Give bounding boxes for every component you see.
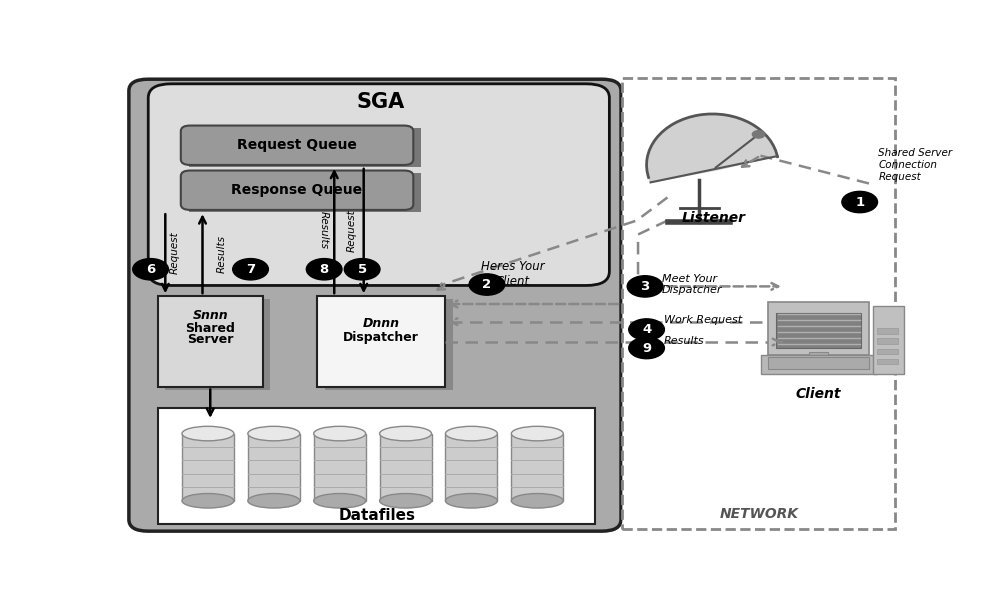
Ellipse shape (445, 494, 497, 508)
Bar (877, 349, 898, 354)
Text: Work Request: Work Request (664, 315, 742, 325)
Ellipse shape (182, 426, 234, 441)
FancyBboxPatch shape (181, 126, 413, 165)
Bar (877, 328, 898, 334)
Circle shape (344, 259, 380, 280)
Text: 9: 9 (642, 341, 651, 355)
Bar (768, 358, 869, 369)
Text: Server: Server (187, 333, 233, 346)
Bar (317, 296, 445, 386)
Ellipse shape (380, 494, 432, 508)
Text: Shared Server
Connection
Request: Shared Server Connection Request (878, 148, 952, 182)
Bar (325, 299, 453, 389)
Circle shape (752, 131, 765, 138)
Ellipse shape (248, 494, 300, 508)
Bar (165, 299, 270, 389)
Circle shape (629, 319, 664, 340)
Bar (380, 433, 432, 501)
Text: Results: Results (318, 211, 328, 249)
Text: 4: 4 (642, 323, 651, 336)
Bar (158, 408, 595, 524)
Bar (182, 433, 234, 501)
Text: 2: 2 (482, 278, 491, 291)
Circle shape (133, 259, 168, 280)
Bar (776, 313, 861, 348)
FancyBboxPatch shape (181, 170, 413, 210)
Ellipse shape (511, 494, 563, 508)
Ellipse shape (182, 494, 234, 508)
FancyBboxPatch shape (129, 79, 621, 531)
Bar (761, 355, 877, 373)
Text: NETWORK: NETWORK (719, 506, 798, 521)
Bar (873, 306, 904, 373)
Text: Client: Client (796, 388, 841, 402)
Circle shape (627, 276, 663, 297)
FancyBboxPatch shape (148, 84, 609, 285)
Text: Shared: Shared (185, 321, 235, 335)
Polygon shape (647, 114, 777, 182)
Bar (189, 173, 421, 213)
Bar (445, 433, 497, 501)
Bar (248, 433, 300, 501)
Text: Dnnn: Dnnn (362, 317, 399, 330)
Text: 1: 1 (855, 196, 864, 208)
Text: Meet Your
Dispatcher: Meet Your Dispatcher (662, 274, 723, 296)
Ellipse shape (248, 426, 300, 441)
Ellipse shape (445, 426, 497, 441)
Bar (314, 433, 366, 501)
Circle shape (842, 191, 878, 213)
Text: Listener: Listener (682, 211, 746, 225)
Text: SGA: SGA (357, 92, 405, 113)
Text: Response Queue: Response Queue (231, 183, 363, 197)
Text: 3: 3 (640, 280, 650, 293)
Text: Results: Results (664, 336, 704, 346)
Circle shape (233, 259, 268, 280)
Ellipse shape (511, 426, 563, 441)
Text: Request: Request (170, 232, 180, 275)
Bar (158, 296, 263, 386)
Bar (877, 359, 898, 364)
Text: Results: Results (217, 235, 227, 273)
Text: Dispatcher: Dispatcher (343, 331, 419, 344)
Ellipse shape (314, 494, 366, 508)
Text: Datafiles: Datafiles (338, 508, 415, 523)
Text: Heres Your
Client: Heres Your Client (481, 260, 544, 288)
Bar (622, 78, 895, 529)
Text: Request: Request (347, 209, 357, 252)
Bar (809, 352, 828, 358)
Bar (768, 302, 869, 355)
Text: Snnn: Snnn (192, 309, 228, 322)
Circle shape (306, 259, 342, 280)
Text: 5: 5 (358, 262, 367, 276)
Bar (877, 338, 898, 344)
Text: 8: 8 (320, 262, 329, 276)
Circle shape (629, 337, 664, 359)
Text: 6: 6 (146, 262, 155, 276)
Text: Request Queue: Request Queue (237, 138, 357, 152)
Ellipse shape (314, 426, 366, 441)
Text: 7: 7 (246, 262, 255, 276)
Bar (511, 433, 563, 501)
Circle shape (469, 274, 505, 295)
Bar (189, 128, 421, 167)
Ellipse shape (380, 426, 432, 441)
